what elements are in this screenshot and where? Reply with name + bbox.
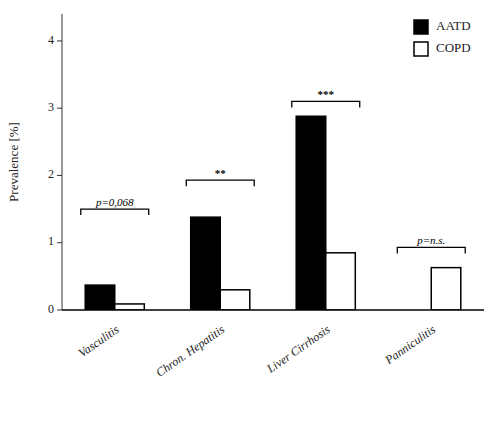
y-tick (57, 108, 62, 109)
y-axis-label: Prevalence [%] (6, 122, 21, 202)
category-label: Vasculitis (76, 322, 122, 360)
bar (296, 116, 326, 310)
chart: 0 1 2 3 4 Prevalence [%] Vasculitis Chron. Hepa… (0, 0, 500, 422)
significance-label: ** (215, 167, 227, 179)
y-tick (57, 310, 62, 311)
bar (326, 253, 356, 310)
significance-label: *** (318, 88, 335, 100)
legend-label: AATD (436, 18, 471, 33)
category-label: Liver Cirrhosis (263, 322, 332, 376)
y-tick (57, 40, 62, 41)
y-tick-label: 0 (48, 302, 54, 316)
legend-swatch (414, 20, 428, 34)
bars (85, 116, 461, 310)
y-axis: 0 1 2 3 4 (48, 14, 62, 316)
legend-label: COPD (436, 40, 471, 55)
significance-label: p=0,068 (95, 196, 134, 208)
significance-label: p=n.s. (416, 234, 445, 246)
bar (431, 268, 461, 310)
y-tick (57, 242, 62, 243)
bar (191, 217, 221, 310)
significance-bracket (186, 180, 254, 186)
category-label: Panniculitis (382, 322, 439, 367)
x-axis-line (62, 309, 484, 311)
legend-swatch (414, 42, 428, 56)
bar (115, 304, 145, 310)
category-label: Chron. Hepatitis (153, 322, 227, 380)
significance-bracket (292, 101, 360, 107)
y-tick-label: 2 (48, 167, 54, 181)
y-tick-label: 3 (48, 100, 54, 114)
significance-bracket (397, 247, 465, 253)
y-tick-label: 4 (48, 33, 54, 47)
y-tick (57, 175, 62, 176)
y-tick-label: 1 (48, 234, 54, 248)
legend: AATD COPD (414, 18, 471, 56)
y-axis-line (62, 14, 63, 310)
significance-bracket (81, 209, 149, 215)
significance: p=0,068*****p=n.s. (81, 88, 465, 253)
bar (220, 290, 250, 310)
bar (85, 285, 115, 310)
